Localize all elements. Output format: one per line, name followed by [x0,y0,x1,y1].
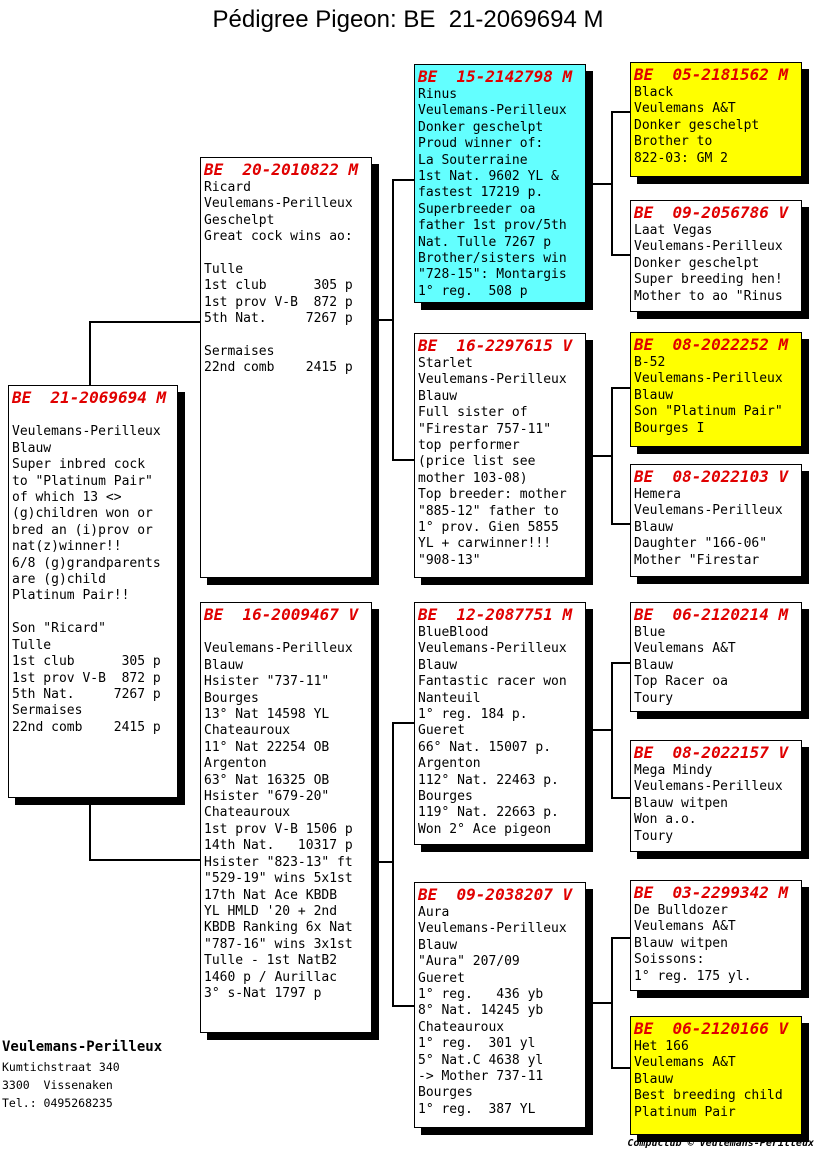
pigeon-details: Black Veulemans A&T Donker geschelpt Bro… [634,85,760,166]
ring-number: BE 06-2120214 M [634,605,789,624]
pedigree-box-great-grandparent-1: BE 05-2181562 M Black Veulemans A&T Donk… [630,62,802,177]
pigeon-details: Veulemans-Perilleux Blauw Hsister "737-1… [204,641,353,1001]
ring-number: BE 21-2069694 M [12,388,167,407]
ring-number: BE 03-2299342 M [634,883,789,902]
pedigree-box-great-grandparent-6: BE 08-2022157 V Mega Mindy Veulemans-Per… [630,740,802,852]
ring-number: BE 05-2181562 M [634,65,789,84]
ring-number: BE 08-2022103 V [634,467,789,486]
pedigree-box-great-grandparent-3: BE 08-2022252 M B-52 Veulemans-Perilleux… [630,332,802,447]
owner-phone: Tel.: 0495268235 [2,1096,113,1110]
pigeon-details: Mega Mindy Veulemans-Perilleux Blauw wit… [634,763,783,844]
pigeon-details: Ricard Veulemans-Perilleux Geschelpt Gre… [204,180,353,376]
ring-number: BE 06-2120166 V [634,1019,789,1038]
ring-number: BE 12-2087751 M [418,605,573,624]
ring-number: BE 15-2142798 M [418,67,573,86]
pedigree-box-father: BE 20-2010822 M Ricard Veulemans-Perille… [200,157,372,578]
ring-number: BE 16-2297615 V [418,336,573,355]
page-title: Pédigree Pigeon: BE 21-2069694 M [212,6,604,33]
ring-number: BE 09-2038207 V [418,885,573,904]
pigeon-details: Blue Veulemans A&T Blauw Top Racer oa To… [634,625,736,706]
owner-address-line1: Kumtichstraat 340 [2,1060,120,1074]
ring-number: BE 08-2022157 V [634,743,789,762]
owner-block: Veulemans-Perilleux Kumtichstraat 340 33… [2,1036,162,1112]
pigeon-details: Starlet Veulemans-Perilleux Blauw Full s… [418,356,567,568]
pedigree-box-great-grandparent-5: BE 06-2120214 M Blue Veulemans A&T Blauw… [630,602,802,712]
ring-number: BE 16-2009467 V [204,605,359,624]
pedigree-box-great-grandparent-8: BE 06-2120166 V Het 166 Veulemans A&T Bl… [630,1016,802,1135]
pigeon-details: Hemera Veulemans-Perilleux Blauw Daughte… [634,487,783,568]
pedigree-box-mother: BE 16-2009467 V Veulemans-Perilleux Blau… [200,602,372,1033]
pigeon-details: BlueBlood Veulemans-Perilleux Blauw Fant… [418,625,567,837]
pedigree-box-subject: BE 21-2069694 M Veulemans-Perilleux Blau… [8,385,178,798]
pigeon-details: Laat Vegas Veulemans-Perilleux Donker ge… [634,223,783,304]
owner-name: Veulemans-Perilleux [2,1039,163,1055]
pigeon-details: Veulemans-Perilleux Blauw Super inbred c… [12,424,161,735]
owner-address-line2: 3300 Vissenaken [2,1078,113,1092]
pedigree-box-great-grandparent-2: BE 09-2056786 V Laat Vegas Veulemans-Per… [630,200,802,312]
pigeon-details: Rinus Veulemans-Perilleux Donker geschel… [418,87,567,299]
compuclub-credit: Compuclub © Veulemans-Perilleux [627,1138,814,1149]
ring-number: BE 20-2010822 M [204,160,359,179]
pigeon-details: Het 166 Veulemans A&T Blauw Best breedin… [634,1039,783,1120]
pedigree-box-great-grandparent-4: BE 08-2022103 V Hemera Veulemans-Perille… [630,464,802,577]
pigeon-details: B-52 Veulemans-Perilleux Blauw Son "Plat… [634,355,783,436]
pedigree-box-grandmother-paternal: BE 16-2297615 V Starlet Veulemans-Perill… [414,333,586,578]
pigeon-details: De Bulldozer Veulemans A&T Blauw witpen … [634,903,752,984]
pedigree-box-great-grandparent-7: BE 03-2299342 M De Bulldozer Veulemans A… [630,880,802,991]
pigeon-details: Aura Veulemans-Perilleux Blauw "Aura" 20… [418,905,567,1117]
ring-number: BE 08-2022252 M [634,335,789,354]
pedigree-box-grandfather-paternal: BE 15-2142798 M Rinus Veulemans-Perilleu… [414,64,586,303]
ring-number: BE 09-2056786 V [634,203,789,222]
pedigree-box-grandfather-maternal: BE 12-2087751 M BlueBlood Veulemans-Peri… [414,602,586,845]
pedigree-box-grandmother-maternal: BE 09-2038207 V Aura Veulemans-Perilleux… [414,882,586,1128]
